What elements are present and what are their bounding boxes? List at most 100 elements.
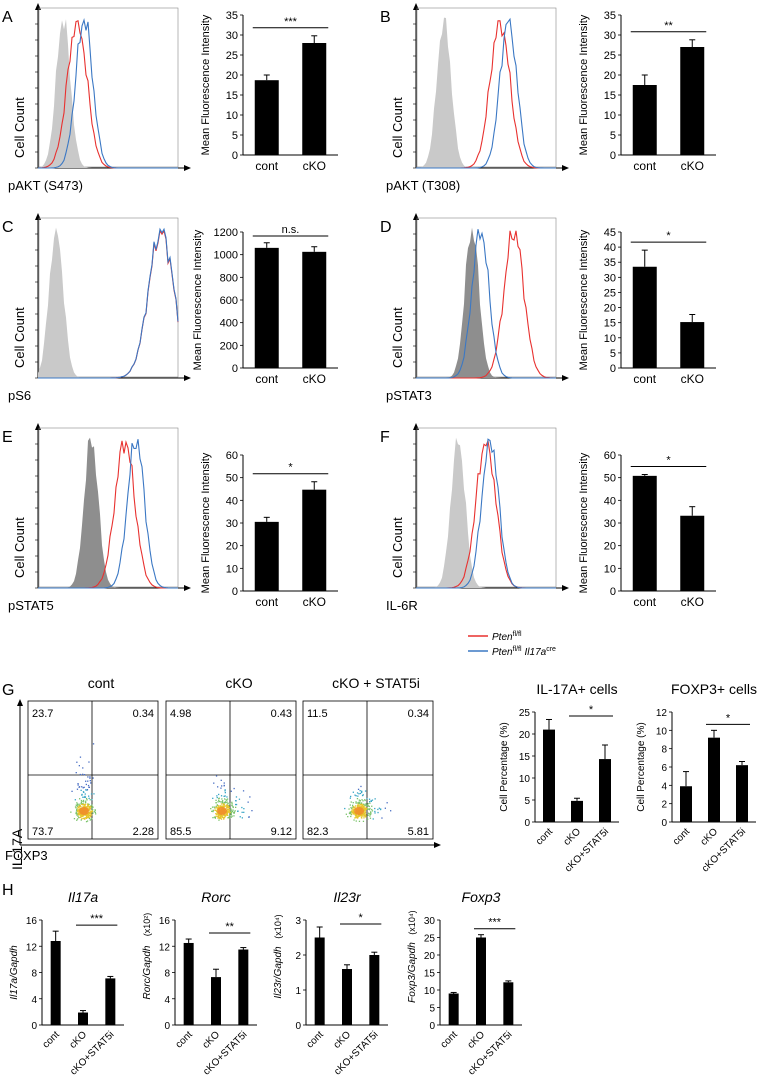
bar-chart-y-label: Mean Fluorescence Intensity [578, 14, 590, 155]
flow-event-dot [80, 799, 83, 802]
flow-event-dot [88, 761, 90, 763]
flow-event-dot [360, 817, 363, 819]
bar [314, 937, 325, 1025]
y-tick-label: 5 [429, 1004, 435, 1015]
flow-event-dot [241, 817, 243, 819]
flow-event-dot [347, 816, 349, 818]
flow-event-dot [365, 815, 367, 817]
flow-plot-frame [165, 700, 297, 840]
isotype-control-histogram [416, 227, 556, 378]
flow-event-dot [212, 797, 214, 799]
flow-event-dot [358, 815, 361, 817]
flow-event-dot [369, 802, 371, 804]
flow-event-dot [90, 816, 92, 818]
flow-event-dot [89, 777, 91, 779]
flow-event-dot [210, 808, 212, 810]
flow-event-dot [220, 795, 223, 797]
flow-event-dot [232, 805, 234, 808]
category-label: cont [633, 595, 656, 609]
flow-event-dot [353, 806, 355, 809]
bar [632, 475, 657, 591]
y-tick-label: 20 [424, 951, 436, 962]
flow-density-core [354, 807, 364, 815]
flow-event-dot [83, 817, 86, 819]
category-label: cont [439, 1029, 460, 1050]
y-tick-label: 2 [661, 800, 667, 811]
panel-letter-e: E [2, 429, 13, 446]
flow-event-dot [85, 780, 87, 782]
flow-event-dot [86, 799, 88, 801]
bar-chart-5: 0 10 20 30 40 50 60 Mean Fluorescence Intensity… [578, 450, 716, 609]
flow-event-dot [368, 805, 370, 807]
flow-event-dot [368, 798, 371, 800]
flow-event-dot [76, 802, 78, 804]
flow-event-dot [220, 814, 222, 816]
bar [238, 949, 249, 1025]
bar-chart-12: 0 5 10 15 20 25 30 Foxp3/Gapdh (x10⁴) Foxp3 cont cK… [407, 889, 522, 1078]
flow-event-dot [226, 796, 228, 798]
y-tick-label: 30 [226, 30, 238, 42]
bar-chart-title: Foxp3 [462, 889, 501, 905]
flow-event-dot [355, 814, 357, 816]
x-axis-arrow-icon [562, 585, 569, 591]
flow-event-dot [367, 814, 369, 816]
y-axis-arrow-icon [413, 423, 419, 430]
significance-label: *** [90, 913, 104, 925]
flow-event-dot [217, 801, 219, 803]
flow-event-dot [359, 792, 362, 795]
flow-event-dot [365, 804, 367, 806]
y-tick-label: 12 [26, 942, 38, 953]
flow-density-core [217, 807, 227, 815]
flow-event-dot [79, 814, 81, 816]
flow-event-dot [220, 801, 222, 803]
flow-event-dot [216, 807, 218, 809]
flow-event-dot [87, 804, 89, 806]
flow-event-dot [214, 816, 217, 818]
flow-event-dot [220, 817, 222, 819]
flow-event-dot [363, 806, 365, 808]
flow-event-dot [222, 802, 224, 804]
flow-event-dot [362, 794, 364, 796]
bar [680, 47, 705, 155]
y-tick-label: 8 [661, 745, 667, 756]
flow-event-dot [83, 786, 85, 788]
x-axis-arrow-icon [562, 375, 569, 381]
histogram-frame [416, 7, 557, 168]
flow-event-dot [230, 809, 233, 811]
quadrant-lr-value: 9.12 [271, 826, 292, 838]
y-tick-label: 0 [610, 150, 616, 162]
bar [302, 43, 327, 155]
flow-event-dot [84, 793, 86, 795]
flow-event-dot [84, 818, 86, 820]
flow-event-dot [80, 801, 82, 803]
flow-event-dot [89, 811, 91, 813]
flow-event-dot [230, 814, 232, 816]
flow-event-dot [237, 810, 239, 812]
flow-event-dot [368, 809, 371, 811]
y-tick-label: 0 [429, 1021, 435, 1032]
y-tick-label: 30 [424, 916, 436, 927]
flow-event-dot [212, 810, 214, 813]
flow-event-dot [215, 815, 217, 817]
flow-event-dot [74, 806, 77, 808]
flow-event-dot [81, 818, 83, 820]
y-tick-label: 45 [604, 227, 616, 239]
flow-event-dot [220, 787, 222, 789]
isotype-control-histogram [416, 437, 556, 588]
panel-letter-c: C [2, 219, 14, 236]
histogram-c: Cell Count pS6 [8, 213, 191, 403]
flow-event-dot [219, 814, 221, 816]
y-tick-label: 200 [220, 340, 238, 352]
flow-event-dot [363, 808, 365, 810]
y-tick-label: 20 [519, 730, 531, 741]
y-tick-label: 25 [604, 50, 616, 62]
flow-event-dot [84, 817, 87, 819]
flow-event-dot [352, 804, 354, 806]
flow-event-dot [84, 803, 86, 805]
flow-event-dot [88, 814, 91, 817]
bar [632, 266, 657, 368]
histogram-frame [416, 217, 557, 378]
bar [254, 247, 279, 368]
flow-event-dot [214, 817, 216, 819]
flow-event-dot [85, 800, 87, 802]
